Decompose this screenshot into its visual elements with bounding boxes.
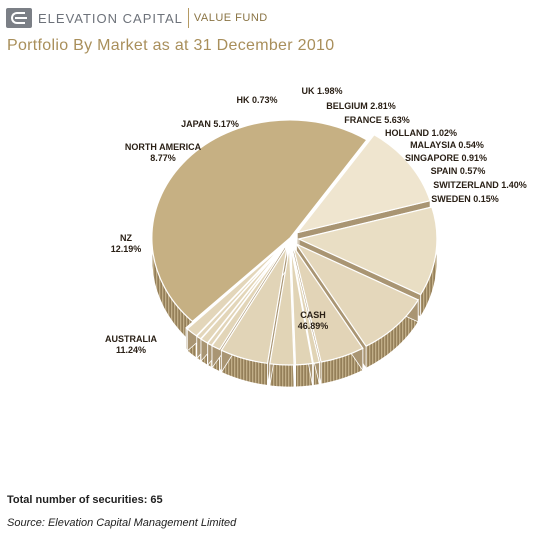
slice-label: SPAIN 0.57%	[431, 166, 486, 176]
slice-label: HOLLAND 1.02%	[385, 128, 457, 138]
slice-label: FRANCE 5.63%	[344, 115, 410, 125]
slice-label-name: AUSTRALIA	[105, 334, 157, 344]
source-note: Source: Elevation Capital Management Lim…	[7, 517, 237, 529]
slice-label-value: 12.19%	[111, 244, 142, 254]
pie-slice-north-america	[294, 242, 420, 347]
slice-label-value: 11.24%	[116, 345, 146, 355]
header-divider	[187, 8, 189, 28]
slice-label-value: 46.89%	[298, 321, 329, 331]
slice-label: SWITZERLAND 1.40%	[433, 180, 527, 190]
slice-label-value: 8.77%	[150, 153, 176, 163]
pie-slice-nz	[297, 206, 438, 296]
slice-label-name: CASH	[300, 310, 326, 320]
pie-top-layer	[151, 119, 438, 366]
elevation-logo-icon	[6, 8, 32, 28]
pie-slice-australia	[295, 133, 431, 234]
pie-slice-hk	[291, 246, 321, 365]
slice-label: SWEDEN 0.15%	[431, 194, 499, 204]
slice-label-name: NZ	[120, 233, 132, 243]
slice-label: MALAYSIA 0.54%	[410, 140, 484, 150]
pie-slice-side	[269, 363, 295, 388]
slice-label: HK 0.73%	[236, 95, 277, 105]
chart-title: Portfolio By Market as at 31 December 20…	[7, 37, 335, 54]
pie-slice-cash	[151, 119, 368, 323]
slice-label: UK 1.98%	[301, 86, 342, 96]
header: ELEVATION CAPITAL VALUE FUND	[6, 7, 268, 29]
brand-name: ELEVATION CAPITAL	[38, 10, 183, 26]
securities-total: Total number of securities: 65	[7, 494, 163, 506]
pie-slice-belgium	[269, 246, 295, 366]
fund-name: VALUE FUND	[193, 12, 268, 24]
pie-slice-uk	[290, 246, 314, 366]
slice-label: JAPAN 5.17%	[181, 119, 239, 129]
slice-label: SINGAPORE 0.91%	[405, 153, 487, 163]
pie-slice-sweden	[185, 243, 285, 330]
slice-label: BELGIUM 2.81%	[326, 101, 396, 111]
slice-label-name: NORTH AMERICA	[125, 142, 202, 152]
pie-slice-france	[220, 246, 288, 364]
pie-slice-japan	[292, 246, 364, 363]
